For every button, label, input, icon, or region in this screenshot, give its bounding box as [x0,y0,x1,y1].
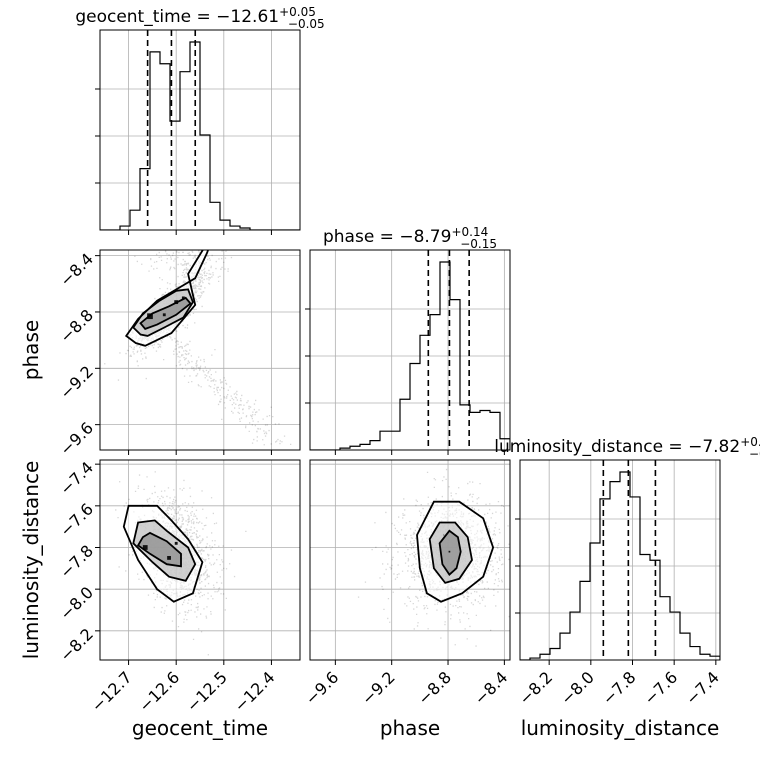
title-main: luminosity_distance = −7.82 [494,437,740,457]
y-tick-label: −7.8 [56,541,97,582]
x-tick-label: −8.2 [515,668,556,709]
density-cell [181,296,185,300]
panel-content [104,250,292,450]
title-main: phase = −8.79 [323,227,451,247]
y-tick-label: −8.4 [56,249,97,290]
histogram-step-luminosity_distance [520,471,720,660]
x-tick-label: −8.4 [471,668,512,709]
axes-frame [519,459,721,661]
axes-frame [309,459,511,661]
y-tick-label: −8.0 [56,583,97,624]
x-tick-label: −7.8 [599,668,640,709]
contour-line [136,531,182,568]
panel-content [115,471,247,656]
title-main: geocent_time = −12.61 [75,7,279,27]
title-plus: +0.14 [451,225,488,239]
panel-content [357,468,510,647]
y-tick-label: −9.6 [56,418,97,459]
axes-frame [99,29,301,231]
contour-line [416,500,495,603]
x-axis-label-luminosity_distance: luminosity_distance [521,716,720,740]
contour-line [139,296,192,330]
histogram-panel-geocent_time: geocent_time = −12.61+0.05 −0.05 [75,5,325,235]
density-cell [142,545,148,550]
x-tick-label: −8.8 [414,668,455,709]
axes-frame [99,459,301,661]
title-plus: +0.13 [740,435,760,449]
scatter-panel-geocent_time-phase [95,249,301,455]
contour-line [132,288,194,337]
y-tick-label: −7.4 [56,458,97,499]
y-tick-label: −7.6 [56,499,97,540]
contour-line [122,504,204,603]
y-axis-label-phase: phase [19,320,43,380]
panel-title-luminosity_distance: luminosity_distance = −7.82+0.13−0.12 [494,435,760,461]
histogram-step-geocent_time [100,41,300,230]
x-tick-label: −9.6 [302,668,343,709]
axes-frame [99,249,301,451]
density-cell [167,556,171,560]
x-axis-label-phase: phase [380,716,440,740]
density-cell [174,541,178,545]
scatter-panel-geocent_time-luminosity_distance [95,459,301,665]
x-tick-label: −7.4 [682,668,723,709]
title-minus: −0.15 [460,237,497,251]
x-tick-label: −9.2 [358,668,399,709]
y-axis-label-luminosity_distance: luminosity_distance [19,461,43,660]
sample-points [357,468,510,647]
x-tick-label: −12.7 [88,668,136,716]
x-tick-label: −12.6 [135,668,183,716]
density-cell [443,534,445,536]
title-minus: −0.12 [749,447,760,461]
panel-title-phase: phase = −8.79+0.14 −0.15 [323,225,497,251]
x-tick-label: −8.0 [557,668,598,709]
density-cell [448,550,451,553]
scatter-panel-phase-luminosity_distance [309,459,511,665]
histogram-panel-luminosity_distance: luminosity_distance = −7.82+0.13−0.12 [494,435,760,665]
y-tick-label: −9.2 [56,362,97,403]
x-axis-label-geocent_time: geocent_time [132,716,268,740]
x-tick-label: −12.5 [183,668,231,716]
x-tick-label: −12.4 [230,668,278,716]
x-tick-label: −7.6 [640,668,681,709]
density-cell [162,313,166,317]
contour-line [132,519,197,582]
y-tick-label: −8.8 [56,306,97,347]
title-minus: −0.05 [288,17,325,31]
density-cell [454,567,456,569]
histogram-panel-phase: phase = −8.79+0.14 −0.15 [305,225,511,455]
y-tick-label: −8.2 [56,624,97,665]
axes-frame [309,249,511,451]
panel-title-geocent_time: geocent_time = −12.61+0.05 −0.05 [75,5,324,31]
contour-line [438,529,462,576]
title-plus: +0.05 [279,5,316,19]
contour-line [428,521,473,584]
contour-fill [439,530,461,575]
histogram-step-phase [310,261,510,450]
